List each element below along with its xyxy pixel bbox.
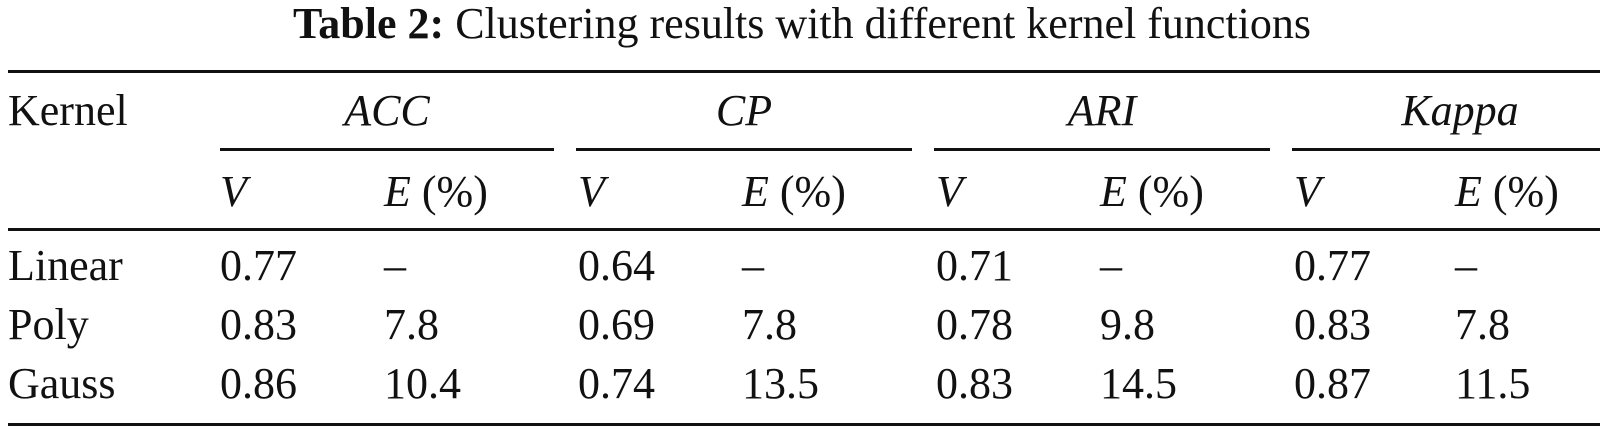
header-group-ari: ARI [1067,86,1137,135]
table-caption: Table 2: Clustering results with differe… [0,2,1604,46]
header-group-cp: CP [715,86,773,135]
subheader-ari-e: E (%) [1100,167,1204,216]
header-kernel: Kernel [8,86,128,135]
cell-kappa-e: – [1455,241,1477,290]
group-rule-ari [934,148,1270,151]
caption-label: Table 2: [293,0,445,48]
cell-acc-e: 7.8 [384,300,439,349]
subheader-cp-v: V [578,167,605,216]
subheader-kappa-v: V [1294,167,1321,216]
row-kernel-label: Poly [8,300,89,349]
top-rule [8,70,1600,73]
cell-acc-e: 10.4 [384,359,461,408]
cell-kappa-v: 0.77 [1294,241,1371,290]
subheader-acc-e: E (%) [384,167,488,216]
group-rule-acc [220,148,554,151]
cell-cp-e: – [742,241,764,290]
subheader-cp-e: E (%) [742,167,846,216]
cell-cp-v: 0.74 [578,359,655,408]
cell-acc-v: 0.83 [220,300,297,349]
cell-ari-e: 14.5 [1100,359,1177,408]
cell-acc-e: – [384,241,406,290]
header-group-acc: ACC [344,86,430,135]
subheader-acc-v: V [220,167,247,216]
cell-ari-v: 0.83 [936,359,1013,408]
bottom-rule [8,423,1600,426]
subheader-kappa-e: E (%) [1455,167,1559,216]
caption-text: Clustering results with different kernel… [455,0,1311,48]
row-kernel-label: Linear [8,241,123,290]
header-rule [8,228,1600,231]
cell-cp-e: 13.5 [742,359,819,408]
cell-kappa-e: 7.8 [1455,300,1510,349]
cell-cp-v: 0.64 [578,241,655,290]
cell-acc-v: 0.86 [220,359,297,408]
group-rule-kappa [1292,148,1600,151]
cell-ari-e: – [1100,241,1122,290]
header-group-kappa: Kappa [1401,86,1519,135]
cell-ari-v: 0.78 [936,300,1013,349]
cell-kappa-e: 11.5 [1455,359,1531,408]
cell-acc-v: 0.77 [220,241,297,290]
cell-cp-v: 0.69 [578,300,655,349]
cell-cp-e: 7.8 [742,300,797,349]
cell-kappa-v: 0.83 [1294,300,1371,349]
cell-ari-v: 0.71 [936,241,1013,290]
group-rule-cp [576,148,912,151]
row-kernel-label: Gauss [8,359,116,408]
cell-ari-e: 9.8 [1100,300,1155,349]
subheader-ari-v: V [936,167,963,216]
cell-kappa-v: 0.87 [1294,359,1371,408]
